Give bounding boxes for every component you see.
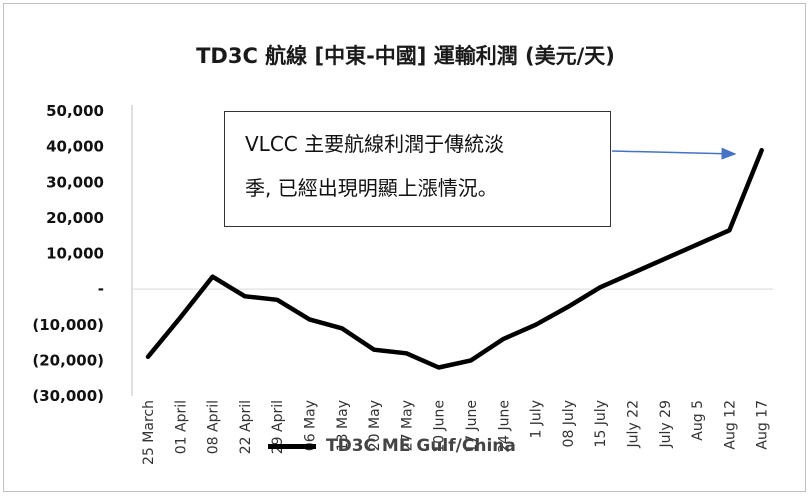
x-tick-label: 10 June xyxy=(432,400,448,453)
data-point xyxy=(404,351,408,355)
x-tick-label: Aug 12 xyxy=(722,400,738,450)
data-point xyxy=(308,317,311,321)
x-tick-label: 27 May xyxy=(399,400,415,451)
annotation-line-2: 季, 已經出現明顯上漲情況。 xyxy=(245,176,498,200)
annotation-callout: VLCC 主要航線利潤于傳統淡 季, 已經出現明顯上漲情況。 xyxy=(224,111,611,227)
x-tick-label: 29 April xyxy=(270,400,286,454)
x-tick-label: Aug 5 xyxy=(690,400,706,441)
data-point xyxy=(534,323,538,327)
x-tick-label: 24 June xyxy=(496,400,512,453)
data-point xyxy=(340,326,344,330)
legend-swatch xyxy=(268,443,316,449)
data-point xyxy=(501,337,505,341)
data-point xyxy=(178,316,182,320)
y-tick-label: 10,000 xyxy=(46,245,104,263)
y-tick-label: 50,000 xyxy=(46,102,104,120)
x-tick-label: 22 April xyxy=(238,400,254,454)
x-tick-label: July 29 xyxy=(658,400,674,448)
annotation-arrow xyxy=(611,147,737,160)
data-point xyxy=(598,285,602,289)
x-tick-label: 13 May xyxy=(335,400,351,451)
data-point xyxy=(275,298,279,302)
data-point xyxy=(437,366,441,369)
data-point xyxy=(372,348,376,352)
x-tick-label: 20 May xyxy=(367,400,383,451)
chart-legend: TD3C ME Gulf/China xyxy=(268,436,516,456)
data-point xyxy=(469,358,473,362)
data-point xyxy=(695,243,699,247)
x-tick-label: 15 July xyxy=(593,400,609,447)
y-tick-label: (20,000) xyxy=(32,351,104,369)
series-line xyxy=(145,147,764,370)
y-tick-label: 20,000 xyxy=(46,209,104,227)
data-point xyxy=(146,355,150,359)
x-tick-label: 25 March xyxy=(141,400,157,465)
data-point xyxy=(631,271,634,275)
data-point xyxy=(663,257,667,261)
data-point xyxy=(211,275,215,279)
y-tick-label: 30,000 xyxy=(46,173,104,191)
x-tick-label: 08 April xyxy=(206,400,222,454)
x-tick-label: 1 July xyxy=(529,400,545,439)
data-point xyxy=(760,148,764,152)
y-tick-label: - xyxy=(98,280,104,298)
x-tick-label: July 22 xyxy=(626,400,642,448)
x-tick-label: 01 April xyxy=(173,400,189,454)
x-tick-label: 08 July xyxy=(561,400,577,447)
y-tick-label: (30,000) xyxy=(32,387,104,405)
data-point xyxy=(566,305,570,309)
y-tick-label: (10,000) xyxy=(32,316,104,334)
chart-frame xyxy=(3,3,806,492)
x-tick-label: 06 May xyxy=(303,400,319,451)
x-tick-label: 17 June xyxy=(464,400,480,453)
y-tick-label: 40,000 xyxy=(46,138,104,156)
data-point xyxy=(243,294,247,298)
chart-title: TD3C 航線 [中東-中國] 運輸利潤 (美元/天) xyxy=(196,44,615,68)
annotation-line-1: VLCC 主要航線利潤于傳統淡 xyxy=(245,132,505,156)
legend-label: TD3C ME Gulf/China xyxy=(326,436,516,456)
x-tick-label: Aug 17 xyxy=(755,400,771,450)
data-point xyxy=(727,228,731,232)
